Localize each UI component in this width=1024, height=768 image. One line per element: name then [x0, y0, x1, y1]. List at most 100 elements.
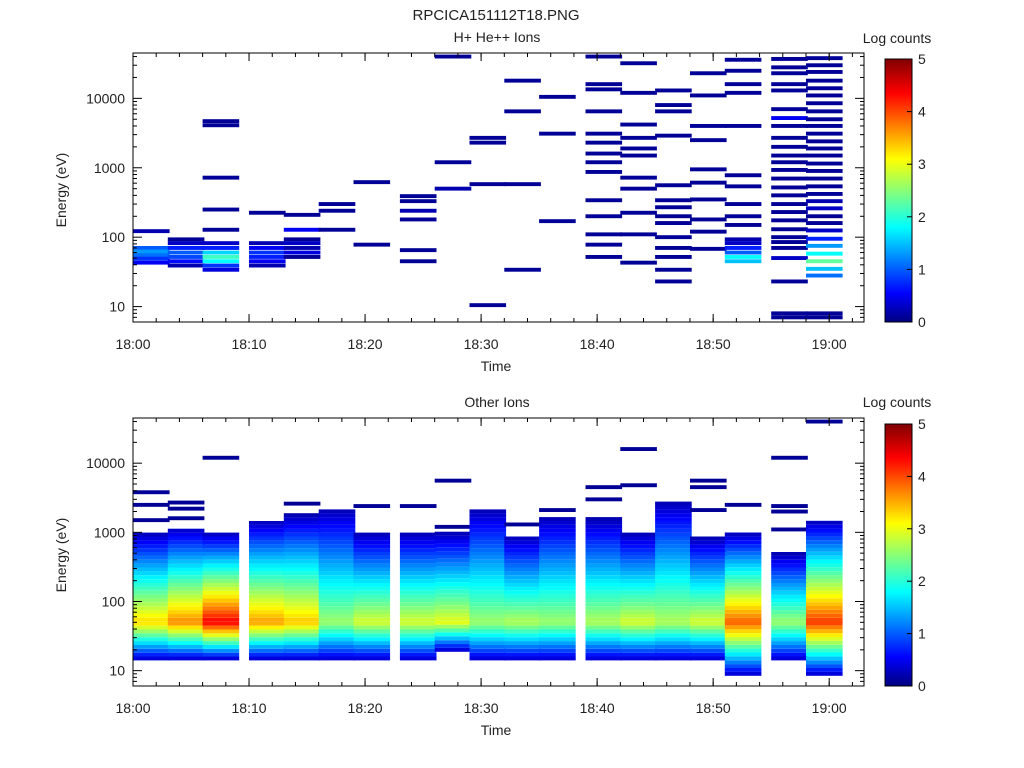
heatmap-cell [353, 544, 391, 549]
heatmap-cell [585, 575, 623, 580]
heatmap-cell [318, 548, 356, 552]
heatmap-cell [806, 169, 843, 173]
heatmap-cell [249, 563, 286, 568]
heatmap-cell [806, 243, 843, 248]
heatmap-cell [283, 212, 321, 217]
heatmap-cell [249, 559, 286, 564]
heatmap-cell [167, 532, 205, 537]
heatmap-cell [434, 589, 472, 594]
heatmap-cell [724, 586, 762, 591]
heatmap-cell [585, 198, 623, 203]
heatmap-cell [620, 652, 657, 657]
heatmap-cell [806, 567, 843, 572]
heatmap-cell [585, 232, 623, 237]
x-tick-label: 18:40 [580, 700, 615, 716]
heatmap-cell [434, 597, 472, 602]
heatmap-cell [283, 536, 321, 541]
heatmap-cell [620, 544, 657, 549]
y-axis-label: Energy (eV) [53, 153, 69, 228]
heatmap-cell [133, 625, 170, 630]
heatmap-cell [724, 173, 762, 178]
heatmap-cell [469, 629, 507, 634]
heatmap-cell [249, 521, 286, 525]
heatmap-cell [585, 648, 623, 653]
heatmap-cell [724, 551, 762, 556]
heatmap-cell [167, 246, 205, 250]
heatmap-cell [504, 567, 541, 572]
heatmap-cell [771, 617, 808, 622]
heatmap-cell [806, 259, 843, 264]
heatmap-cell [399, 555, 437, 560]
heatmap-cell [399, 567, 437, 572]
heatmap-cell [434, 647, 472, 652]
heatmap-cell [655, 103, 692, 107]
heatmap-cell [771, 610, 808, 614]
heatmap-cell [771, 455, 808, 460]
heatmap-cell [690, 590, 727, 595]
heatmap-cell [353, 652, 391, 657]
heatmap-cell [585, 567, 623, 572]
heatmap-cell [539, 540, 576, 545]
heatmap-cell [620, 656, 657, 661]
heatmap-cell [504, 563, 541, 568]
heatmap-cell [806, 590, 843, 595]
heatmap-cell [539, 625, 576, 630]
heatmap-cell [806, 528, 843, 533]
heatmap-cell [318, 656, 356, 661]
heatmap-cell [283, 540, 321, 545]
heatmap-cell [585, 109, 623, 114]
heatmap-cell [724, 637, 762, 641]
heatmap-cell [133, 590, 170, 595]
heatmap-cell [469, 656, 507, 661]
heatmap-cell [318, 625, 356, 630]
heatmap-cell [724, 237, 762, 242]
heatmap-cell [434, 605, 472, 610]
heatmap-cell [620, 548, 657, 552]
heatmap-cell [655, 644, 692, 649]
heatmap-cell [539, 544, 576, 549]
heatmap-cell [133, 629, 170, 634]
heatmap-cell [620, 483, 657, 488]
heatmap-cell [133, 575, 170, 580]
heatmap-cell [771, 586, 808, 591]
heatmap-cell [434, 531, 472, 536]
heatmap-cell [620, 555, 657, 560]
colorbar-tick-label: 4 [918, 104, 926, 120]
heatmap-cells [133, 419, 843, 676]
heatmap-cell [655, 648, 692, 653]
heatmap-cell [249, 590, 286, 595]
heatmap-cell [806, 575, 843, 579]
heatmap-cell [202, 641, 240, 645]
heatmap-cell [469, 555, 507, 560]
heatmap-cell [724, 629, 762, 634]
x-tick-label: 18:50 [696, 336, 731, 352]
heatmap-cell [690, 167, 727, 172]
heatmap-cell [724, 246, 762, 250]
heatmap-cell [771, 57, 808, 61]
heatmap-cell [655, 513, 692, 518]
heatmap-cell [202, 263, 240, 268]
heatmap-cell [399, 579, 437, 583]
heatmap-cell [655, 521, 692, 525]
heatmap-cell [724, 640, 762, 645]
heatmap-cell [620, 637, 657, 642]
heatmap-cell [202, 532, 240, 537]
heatmap-cell [133, 606, 170, 611]
heatmap-cell [655, 629, 692, 634]
heatmap-cell [690, 613, 727, 618]
heatmap-cell [504, 571, 541, 576]
heatmap-cell [283, 246, 321, 250]
heatmap-cell [585, 170, 623, 174]
heatmap-cell [399, 504, 437, 508]
heatmap-cell [133, 544, 170, 549]
heatmap-cell [806, 602, 843, 607]
heatmap-cell [469, 606, 507, 611]
heatmap-cell [249, 528, 286, 533]
heatmap-cell [318, 575, 356, 580]
heatmap-cell [539, 648, 576, 653]
heatmap-cell [353, 621, 391, 626]
heatmap-cell [283, 652, 321, 657]
heatmap-cell [655, 501, 692, 506]
heatmap-cell [318, 563, 356, 568]
heatmap-cell [504, 644, 541, 649]
